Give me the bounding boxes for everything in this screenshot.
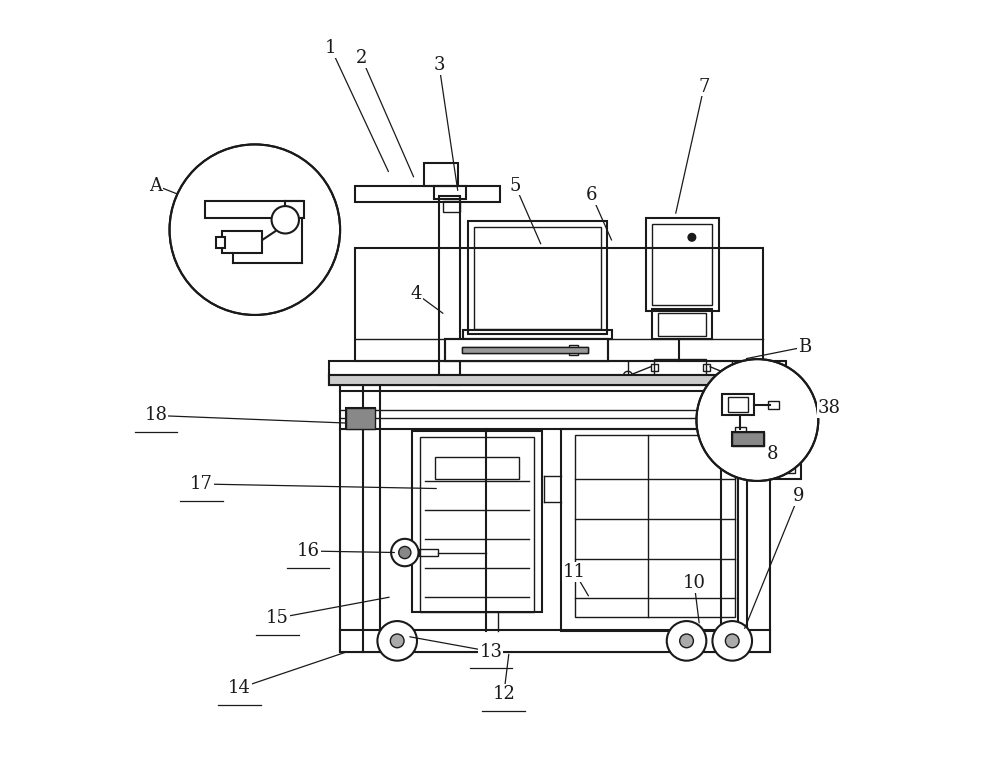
Circle shape	[688, 233, 696, 241]
Bar	[463, 331, 612, 339]
Text: 15: 15	[266, 609, 289, 627]
Bar	[735, 427, 746, 435]
Text: 10: 10	[683, 574, 706, 592]
Bar	[768, 401, 779, 409]
Bar	[738, 399, 747, 411]
Bar	[765, 400, 795, 472]
Circle shape	[680, 634, 693, 647]
Bar	[435, 457, 519, 479]
Bar	[468, 222, 607, 334]
Circle shape	[696, 359, 818, 481]
Circle shape	[170, 144, 340, 315]
Bar	[732, 433, 764, 446]
Text: 2: 2	[356, 48, 367, 67]
Bar	[439, 196, 460, 385]
Text: 3: 3	[433, 56, 445, 74]
Bar	[434, 186, 466, 199]
Bar	[420, 436, 534, 612]
Circle shape	[712, 621, 752, 660]
Bar	[652, 225, 712, 305]
Bar	[443, 201, 460, 212]
Text: 11: 11	[563, 563, 586, 581]
Bar	[462, 347, 588, 353]
Text: 38: 38	[817, 399, 840, 417]
Circle shape	[725, 634, 739, 647]
Text: 17: 17	[190, 475, 213, 493]
Bar	[329, 360, 786, 377]
Bar	[412, 431, 542, 612]
Bar	[759, 393, 801, 479]
Bar	[769, 397, 775, 413]
Bar	[346, 408, 375, 430]
Text: 12: 12	[492, 685, 515, 703]
Bar	[355, 186, 500, 202]
Bar	[569, 345, 578, 354]
Bar	[703, 364, 710, 371]
Circle shape	[377, 621, 417, 660]
Text: B: B	[798, 338, 811, 356]
Bar	[728, 397, 748, 413]
Bar	[355, 248, 763, 360]
Text: 7: 7	[698, 77, 710, 96]
Text: 9: 9	[793, 487, 804, 505]
Circle shape	[667, 621, 706, 660]
Bar	[742, 408, 771, 430]
Bar	[561, 430, 747, 631]
Bar	[329, 375, 786, 385]
Text: A: A	[149, 176, 162, 195]
Bar	[419, 549, 438, 555]
Text: 18: 18	[144, 407, 167, 424]
Circle shape	[391, 539, 419, 566]
Bar	[722, 394, 754, 416]
Circle shape	[390, 634, 404, 647]
Bar	[652, 309, 712, 339]
Bar	[340, 385, 770, 651]
Bar	[658, 314, 706, 336]
Text: 1: 1	[325, 39, 337, 58]
Bar	[346, 408, 375, 430]
Bar	[205, 201, 304, 218]
Circle shape	[399, 546, 411, 558]
Text: 14: 14	[228, 679, 251, 697]
Text: 6: 6	[586, 186, 597, 204]
Bar	[222, 231, 262, 252]
Circle shape	[272, 206, 299, 233]
Bar	[474, 227, 601, 329]
Bar	[736, 397, 760, 413]
Bar	[654, 359, 706, 376]
Bar	[424, 163, 458, 186]
Bar	[216, 236, 225, 248]
Polygon shape	[445, 339, 608, 360]
Text: 8: 8	[767, 445, 778, 463]
Bar	[329, 375, 786, 385]
Bar	[340, 630, 770, 651]
Bar	[575, 435, 735, 617]
Text: 4: 4	[411, 285, 422, 303]
Bar	[732, 433, 764, 446]
Text: 13: 13	[479, 643, 502, 660]
Bar	[742, 408, 771, 430]
Bar	[651, 364, 658, 371]
Bar	[646, 219, 719, 311]
Text: 16: 16	[297, 542, 320, 560]
Bar	[462, 347, 588, 353]
Text: 5: 5	[510, 176, 521, 195]
